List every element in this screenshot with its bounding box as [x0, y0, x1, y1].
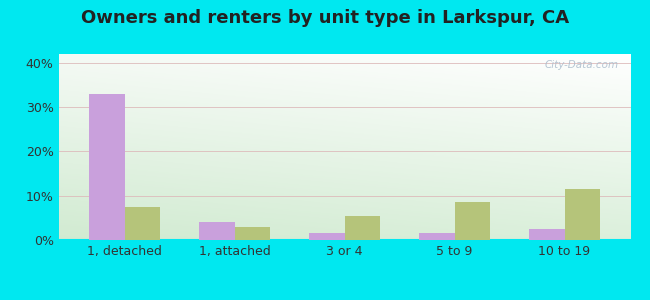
Text: Owners and renters by unit type in Larkspur, CA: Owners and renters by unit type in Larks…	[81, 9, 569, 27]
Bar	[454, 202, 489, 240]
Bar	[235, 227, 270, 240]
Bar	[529, 229, 564, 240]
Bar	[89, 94, 125, 240]
Bar	[200, 222, 235, 240]
Bar	[309, 233, 344, 240]
Bar	[564, 189, 600, 240]
Bar	[344, 216, 380, 240]
Bar	[125, 207, 160, 240]
Text: City-Data.com: City-Data.com	[545, 60, 619, 70]
Bar	[419, 233, 454, 240]
